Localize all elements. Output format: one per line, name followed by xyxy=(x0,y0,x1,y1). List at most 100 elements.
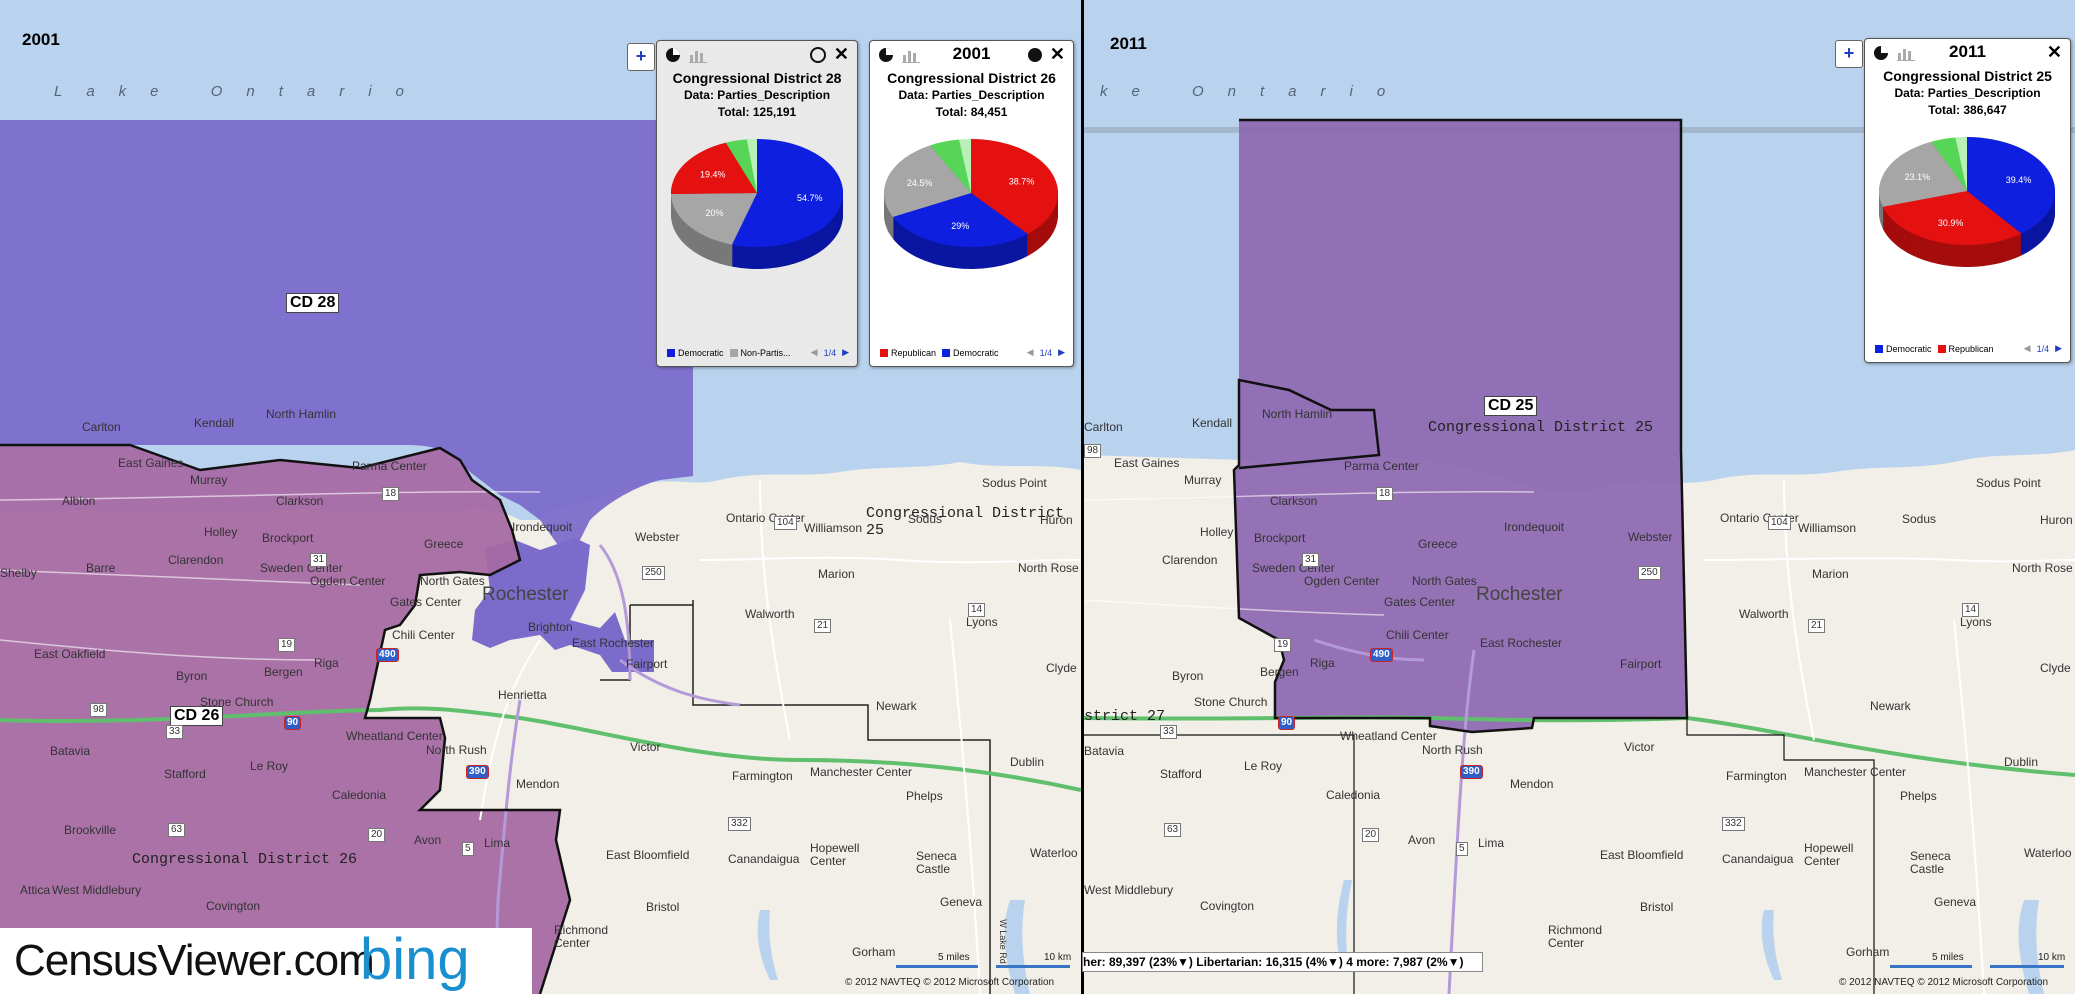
town-label: Covington xyxy=(1200,899,1255,913)
add-chart-button[interactable]: + xyxy=(1835,40,1863,68)
town-label: Canandaigua xyxy=(1722,852,1794,866)
popup-year: 2011 xyxy=(1949,42,1986,61)
route-shield: 31 xyxy=(310,553,328,567)
town-label: Dublin xyxy=(2004,755,2039,769)
town-label: West Middlebury xyxy=(1084,883,1174,897)
legend-next-icon[interactable]: ▶ xyxy=(2055,343,2062,353)
town-label: Marion xyxy=(1812,567,1849,581)
cd25-long-label: Congressional District 25 xyxy=(1428,419,1654,436)
town-label: Sodus xyxy=(908,512,943,526)
pie-chart-icon[interactable] xyxy=(878,47,894,63)
town-label: Fairport xyxy=(626,657,668,671)
pie-slice[interactable] xyxy=(1882,191,2022,245)
cd28-tag: CD 28 xyxy=(286,293,340,313)
legend-label: Republican xyxy=(1948,343,1994,354)
town-label: Webster xyxy=(1628,530,1673,544)
town-label: Stafford xyxy=(164,767,206,781)
town-label: East Bloomfield xyxy=(606,848,690,862)
chart-popup-cd25[interactable]: 2011 ✕ Congressional District 25 Data: P… xyxy=(1864,38,2071,363)
scale-miles: 5 miles xyxy=(938,952,970,963)
town-label: Brockport xyxy=(1254,531,1306,545)
pie-slice[interactable] xyxy=(892,193,1028,247)
close-icon[interactable]: ✕ xyxy=(2046,42,2062,62)
map-panel-2001[interactable]: 2001 Lake Ontario CD 28 CD 26 Congressio… xyxy=(0,0,1081,994)
city-label-rochester: Rochester xyxy=(482,584,569,605)
pie-slice[interactable] xyxy=(671,193,757,245)
cd26-long-label: Congressional District 26 xyxy=(132,851,358,868)
copyright: © 2012 NAVTEQ © 2012 Microsoft Corporati… xyxy=(845,977,1055,988)
town-label: North Hamlin xyxy=(266,407,337,421)
pie-chart-icon[interactable] xyxy=(1873,45,1889,61)
cd27-partial-label: strict 27 xyxy=(1084,708,1166,725)
popup-data-label: Data: Parties_Description xyxy=(898,88,1045,102)
pie-slice[interactable] xyxy=(1879,141,1967,207)
pie-slice[interactable] xyxy=(1955,137,1967,191)
pin-toggle-icon[interactable] xyxy=(1027,47,1042,62)
pie-slice[interactable] xyxy=(971,139,1058,234)
pie-slice[interactable] xyxy=(731,139,843,247)
close-icon[interactable]: ✕ xyxy=(833,44,849,64)
scale-km: 10 km xyxy=(1044,952,1072,963)
interstate-shield: 90 xyxy=(1278,716,1296,730)
scale-bar xyxy=(896,965,978,968)
route-shield: 104 xyxy=(774,516,797,530)
pie-slice[interactable] xyxy=(671,142,757,195)
town-label: Greece xyxy=(424,537,464,551)
popup-legend: Democratic Non-Partis... ◀ 1/4 ▶ xyxy=(667,347,849,358)
map-panel-2011[interactable]: 2011 ke Ontario CD 25 Congressional Dist… xyxy=(1084,0,2075,994)
town-label: Hopewell Center xyxy=(1804,841,1854,868)
route-shield: 250 xyxy=(1638,566,1661,580)
pie-slice[interactable] xyxy=(1931,137,1967,191)
cd26-tag: CD 26 xyxy=(170,706,224,726)
bar-chart-icon[interactable] xyxy=(689,47,707,63)
chart-popup-cd26[interactable]: 2001 ✕ Congressional District 26 Data: P… xyxy=(869,40,1074,367)
town-label: Carlton xyxy=(1084,420,1123,434)
legend-label: Republican xyxy=(891,347,937,358)
town-label: Brockport xyxy=(262,531,314,545)
add-chart-button[interactable]: + xyxy=(627,43,655,71)
town-label: Dublin xyxy=(1010,755,1045,769)
pie-slice[interactable] xyxy=(725,139,757,193)
town-label: Parma Center xyxy=(352,459,427,473)
interstate-shield: 390 xyxy=(466,765,489,779)
status-bar: her: 89,397 (23%▼) Libertarian: 16,315 (… xyxy=(1082,952,1483,972)
close-icon[interactable]: ✕ xyxy=(1049,44,1065,64)
legend-next-icon[interactable]: ▶ xyxy=(842,347,849,357)
legend-prev-icon[interactable]: ◀ xyxy=(2023,343,2031,353)
town-label: Henrietta xyxy=(498,688,547,702)
bar-chart-icon[interactable] xyxy=(902,47,920,63)
pie-data-label: 20% xyxy=(705,208,723,218)
town-label: Greece xyxy=(1418,537,1458,551)
town-label: Barre xyxy=(86,561,116,575)
pie-slice[interactable] xyxy=(959,139,971,193)
pie-data-label: 38.7% xyxy=(1009,176,1035,186)
legend-prev-icon[interactable]: ◀ xyxy=(810,347,818,357)
pie-chart-icon[interactable] xyxy=(665,47,681,63)
route-shield: 31 xyxy=(1302,553,1320,567)
town-label: Caledonia xyxy=(1326,788,1381,802)
map-canvas-2011[interactable] xyxy=(1084,0,2075,994)
town-label: West Middlebury xyxy=(52,883,142,897)
bar-chart-icon[interactable] xyxy=(1897,45,1915,61)
town-label: Gorham xyxy=(1846,945,1890,959)
pie-slice[interactable] xyxy=(930,139,971,193)
year-label-2001: 2001 xyxy=(22,30,60,49)
legend-prev-icon[interactable]: ◀ xyxy=(1026,347,1034,357)
legend-next-icon[interactable]: ▶ xyxy=(1058,347,1065,357)
pie-slice[interactable] xyxy=(746,139,757,193)
town-label: Farmington xyxy=(1726,769,1787,783)
pin-toggle-icon[interactable] xyxy=(809,46,826,63)
town-label: Phelps xyxy=(1900,789,1937,803)
town-label: Bergen xyxy=(1260,665,1299,679)
town-label: Avon xyxy=(1408,833,1436,847)
route-shield: 332 xyxy=(728,817,751,831)
chart-popup-cd28[interactable]: ✕ Congressional District 28 Data: Partie… xyxy=(656,40,858,367)
town-label: Gorham xyxy=(852,945,896,959)
pie-slice[interactable] xyxy=(1967,137,2055,234)
town-label: Stone Church xyxy=(1194,695,1268,709)
route-shield: 20 xyxy=(368,828,386,842)
town-label: North Rush xyxy=(1422,743,1483,757)
town-label: Canandaigua xyxy=(728,852,800,866)
pie-slice[interactable] xyxy=(884,145,971,217)
town-label: Caledonia xyxy=(332,788,387,802)
